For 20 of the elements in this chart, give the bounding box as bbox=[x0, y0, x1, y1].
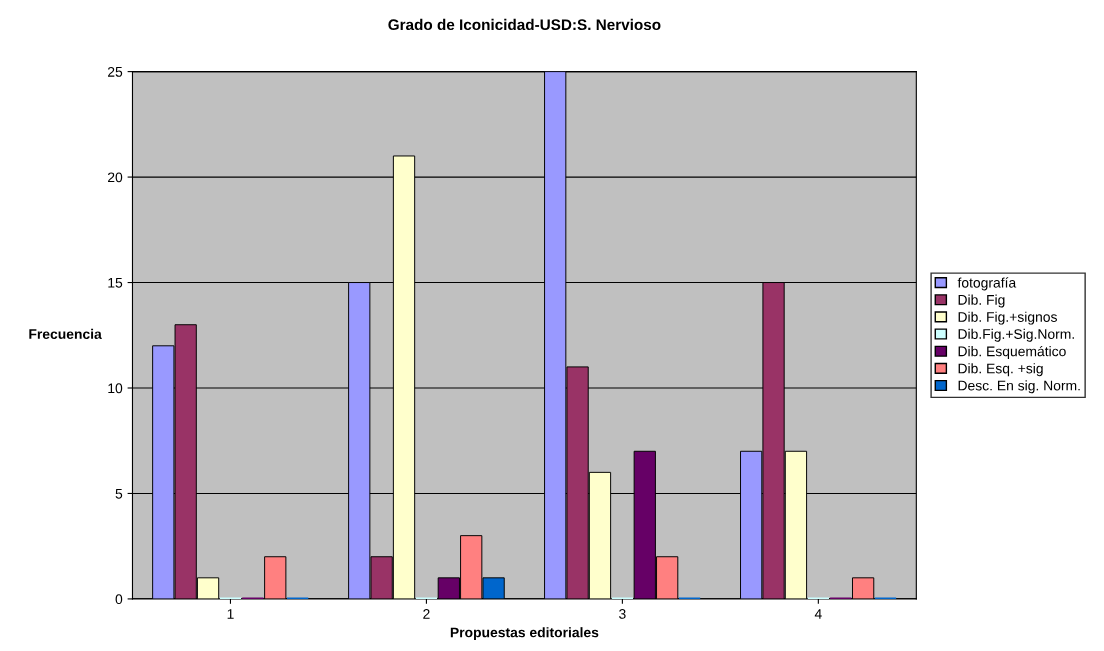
y-tick-label: 15 bbox=[108, 278, 123, 288]
legend-label: Dib. Esquemático bbox=[958, 345, 1066, 360]
legend-label: fotografía bbox=[957, 277, 1017, 291]
y-tick-label: 10 bbox=[108, 383, 123, 394]
y-tick-label: 25 bbox=[108, 66, 123, 77]
y-tick-label: 0 bbox=[115, 594, 123, 605]
y-axis-title: Frecuencia bbox=[29, 328, 102, 339]
x-axis-title: Propuestas editoriales bbox=[450, 627, 599, 641]
x-tick-label: 4 bbox=[814, 609, 822, 619]
x-tick-label: 3 bbox=[619, 609, 626, 619]
y-tick-label: 20 bbox=[108, 172, 123, 183]
legend-label: Dib. Fig.+signos bbox=[958, 311, 1057, 325]
y-tick-label: 5 bbox=[115, 488, 123, 499]
legend-label: Dib.Fig.+Sig.Norm. bbox=[958, 328, 1074, 342]
x-tick-label: 2 bbox=[423, 609, 430, 619]
chart-title: Grado de Iconicidad-USD:S. Nervioso bbox=[388, 18, 661, 31]
x-tick-label: 1 bbox=[227, 609, 234, 619]
legend-label: Dib. Esq. +sig bbox=[958, 363, 1043, 377]
legend-label: Desc. En sig. Norm. bbox=[958, 380, 1080, 394]
legend-label: Dib. Fig bbox=[958, 294, 1005, 308]
